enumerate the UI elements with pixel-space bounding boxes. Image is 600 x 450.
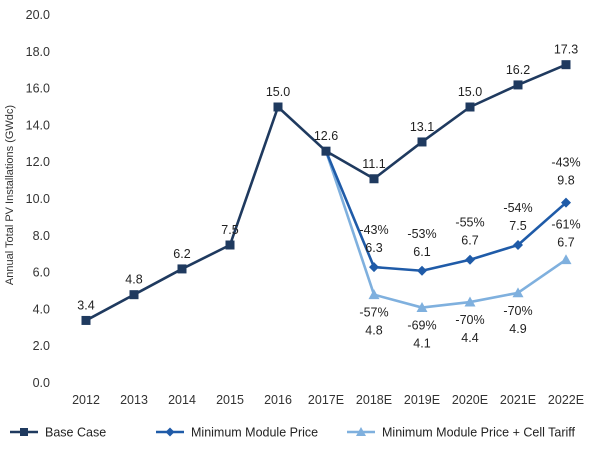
data-point xyxy=(561,60,571,70)
x-tick-label: 2015 xyxy=(216,393,244,407)
data-label: 4.1 xyxy=(413,337,430,351)
series-line xyxy=(85,63,567,322)
x-tick-label: 2019E xyxy=(404,393,440,407)
data-label: 16.2 xyxy=(506,63,530,77)
x-tick-label: 2018E xyxy=(356,393,392,407)
x-tick-label: 2012 xyxy=(72,393,100,407)
y-tick-label: 0.0 xyxy=(33,376,50,390)
y-axis-title-group: Annual Total PV Installations (GWdc) xyxy=(4,105,16,285)
y-tick-label: 10.0 xyxy=(26,192,50,206)
data-label: 12.6 xyxy=(314,129,338,143)
legend-marker xyxy=(20,428,28,436)
x-tick-label: 2017E xyxy=(308,393,344,407)
series-markers xyxy=(81,60,572,325)
data-label: -70% xyxy=(503,304,532,318)
x-tick-label: 2013 xyxy=(120,393,148,407)
legend-label: Minimum Module Price xyxy=(191,426,318,440)
y-tick-label: 4.0 xyxy=(33,302,50,316)
series-line xyxy=(324,150,567,273)
data-point xyxy=(416,302,428,312)
data-label: 7.5 xyxy=(509,219,526,233)
data-point xyxy=(464,296,476,307)
data-point xyxy=(81,315,91,325)
data-label: 13.1 xyxy=(410,120,434,134)
data-label: 4.8 xyxy=(365,324,382,338)
data-label: 11.1 xyxy=(362,157,385,171)
data-label: -70% xyxy=(455,313,484,327)
x-tick-labels: 2012 2013 2014 2015 2016 2017E 2018E 2019E 2020E… xyxy=(72,393,584,407)
data-label: 3.4 xyxy=(77,298,94,312)
data-point xyxy=(129,290,139,300)
data-point xyxy=(369,262,379,273)
data-label: 6.3 xyxy=(365,241,382,255)
data-point xyxy=(177,264,187,274)
data-point xyxy=(368,289,380,300)
legend-label: Minimum Module Price + Cell Tariff xyxy=(382,426,576,440)
data-point xyxy=(513,240,523,250)
data-label: -69% xyxy=(407,319,436,333)
data-point xyxy=(369,174,379,184)
data-label: -54% xyxy=(503,201,532,215)
data-label: 4.9 xyxy=(509,322,526,336)
data-labels: 3.4 4.8 6.2 7.5 15.0 12.6 11.1 13.1 15.0 16.2 17.3… xyxy=(77,43,580,351)
y-tick-label: 20.0 xyxy=(26,8,50,22)
data-label: 17.3 xyxy=(554,43,578,57)
data-label: -55% xyxy=(455,216,484,230)
data-label: 6.1 xyxy=(413,245,430,259)
data-label: 7.5 xyxy=(221,223,238,237)
data-label: 9.8 xyxy=(557,174,574,188)
legend-label: Base Case xyxy=(45,426,106,440)
y-tick-label: 14.0 xyxy=(26,118,50,132)
data-label: -53% xyxy=(407,227,436,241)
data-label: 4.4 xyxy=(461,331,478,345)
data-label: 6.7 xyxy=(461,234,478,248)
series-line xyxy=(324,150,567,309)
x-tick-label: 2014 xyxy=(168,393,196,407)
series-lines xyxy=(85,63,567,322)
y-tick-labels: 0.0 2.0 4.0 6.0 8.0 10.0 12.0 14.0 16.0 18.0 20.0 xyxy=(26,8,50,390)
data-label: -43% xyxy=(551,156,580,170)
data-point xyxy=(273,102,283,112)
data-label: 6.7 xyxy=(557,236,574,250)
legend-marker xyxy=(356,427,366,436)
x-tick-label: 2016 xyxy=(264,393,292,407)
y-axis-title: Annual Total PV Installations (GWdc) xyxy=(4,105,16,285)
data-point xyxy=(560,254,572,265)
data-label: 15.0 xyxy=(458,85,482,99)
data-point xyxy=(465,254,475,265)
data-label: -61% xyxy=(551,218,580,232)
legend-marker xyxy=(165,427,175,437)
y-tick-label: 12.0 xyxy=(26,155,50,169)
x-tick-label: 2021E xyxy=(500,393,536,407)
y-tick-label: 2.0 xyxy=(33,339,50,353)
data-point xyxy=(465,102,475,112)
data-point xyxy=(417,265,427,276)
data-label: 6.2 xyxy=(173,247,190,261)
data-point xyxy=(512,287,524,298)
x-tick-label: 2020E xyxy=(452,393,488,407)
y-tick-label: 16.0 xyxy=(26,82,50,96)
y-tick-label: 6.0 xyxy=(33,266,50,280)
y-tick-label: 8.0 xyxy=(33,229,50,243)
legend: Base Case Minimum Module Price Minimum Mod… xyxy=(10,426,576,440)
y-tick-label: 18.0 xyxy=(26,45,50,59)
data-point xyxy=(417,137,427,147)
data-label: 4.8 xyxy=(125,273,142,287)
data-label: 15.0 xyxy=(266,85,290,99)
data-point xyxy=(321,146,331,156)
data-point xyxy=(513,80,523,90)
data-point xyxy=(561,197,571,208)
data-label: -43% xyxy=(359,223,388,237)
data-point xyxy=(225,240,235,250)
data-label: -57% xyxy=(359,306,388,320)
x-tick-label: 2022E xyxy=(548,393,584,407)
